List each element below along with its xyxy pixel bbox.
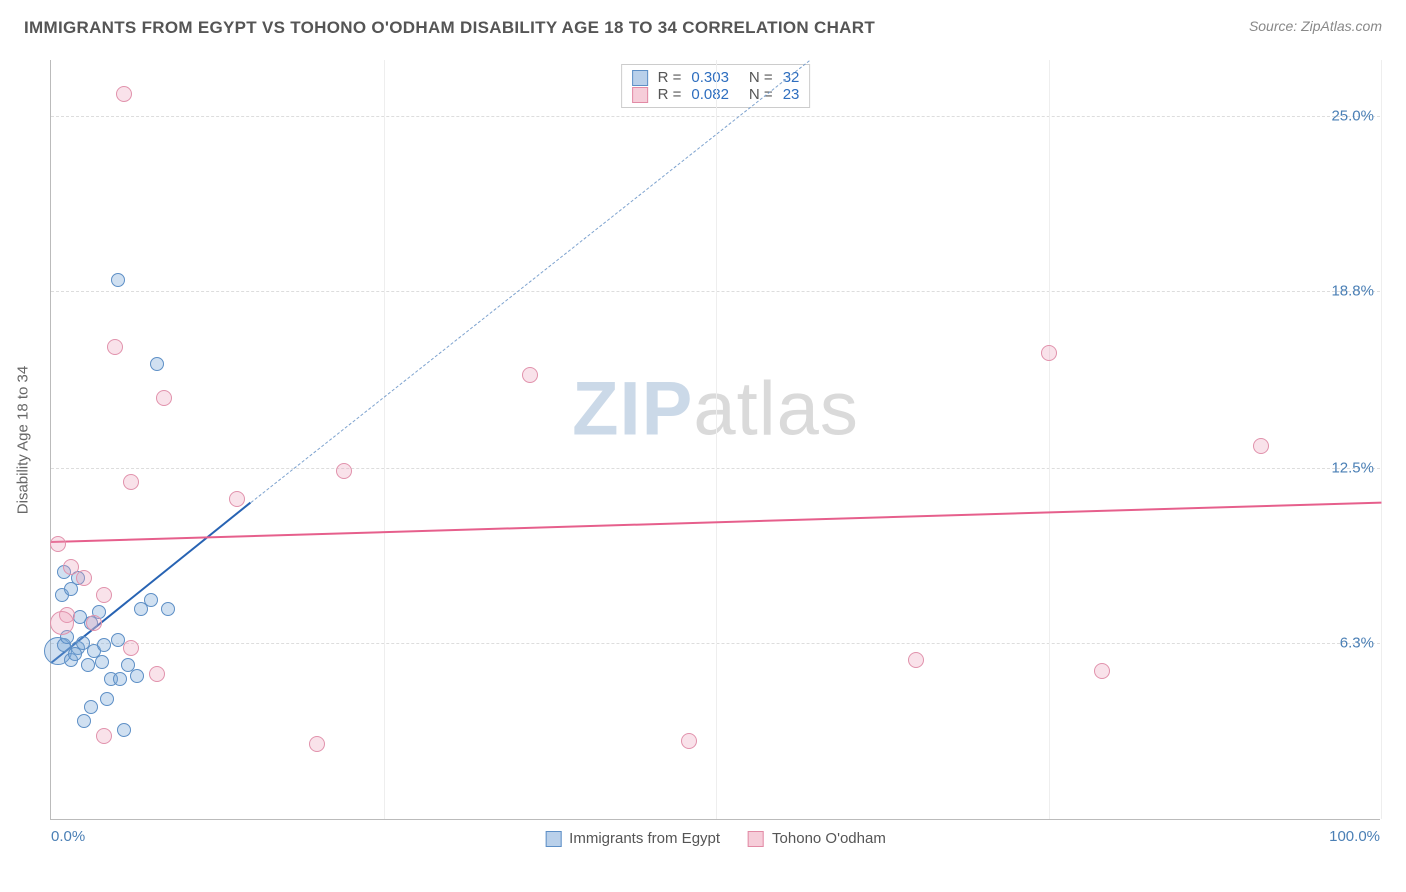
legend-item-egypt: Immigrants from Egypt [545,830,720,847]
series-legend: Immigrants from Egypt Tohono O'odham [545,830,886,847]
stat-n-label: N = [749,69,773,86]
legend-swatch [748,831,764,847]
source-attribution: Source: ZipAtlas.com [1249,18,1382,34]
scatter-point-egypt [81,658,95,672]
scatter-point-tohono [1253,438,1269,454]
scatter-point-tohono [76,570,92,586]
legend-label: Tohono O'odham [772,830,886,847]
scatter-point-egypt [144,593,158,607]
stat-r-label: R = [658,69,682,86]
scatter-plot: Disability Age 18 to 34 ZIPatlas R =0.30… [50,60,1380,820]
scatter-point-tohono [116,86,132,102]
scatter-point-tohono [1094,663,1110,679]
scatter-point-tohono [156,390,172,406]
scatter-point-tohono [96,587,112,603]
scatter-point-egypt [117,723,131,737]
scatter-point-tohono [309,736,325,752]
gridline-v [1049,60,1050,819]
scatter-point-tohono [63,559,79,575]
stat-n-label: N = [749,86,773,103]
scatter-point-tohono [149,666,165,682]
scatter-point-egypt [111,273,125,287]
scatter-point-egypt [130,669,144,683]
scatter-point-tohono [96,728,112,744]
scatter-point-tohono [123,640,139,656]
scatter-point-egypt [68,647,82,661]
legend-item-tohono: Tohono O'odham [748,830,886,847]
stat-r-value: 0.082 [691,86,729,103]
scatter-point-tohono [50,611,74,635]
scatter-point-egypt [161,602,175,616]
scatter-point-egypt [97,638,111,652]
y-tick-label: 12.5% [1331,460,1374,477]
scatter-point-tohono [123,474,139,490]
x-tick-label: 100.0% [1329,828,1380,845]
scatter-point-tohono [908,652,924,668]
gridline-v [384,60,385,819]
stat-r-value: 0.303 [691,69,729,86]
scatter-point-egypt [150,357,164,371]
scatter-point-egypt [77,714,91,728]
stat-n-value: 23 [783,86,800,103]
watermark-zip: ZIP [572,367,693,452]
scatter-point-egypt [84,700,98,714]
y-tick-label: 25.0% [1331,108,1374,125]
stat-r-label: R = [658,86,682,103]
scatter-point-egypt [95,655,109,669]
y-tick-label: 6.3% [1340,634,1374,651]
x-tick-label: 0.0% [51,828,85,845]
source-prefix: Source: [1249,18,1301,34]
scatter-point-tohono [1041,345,1057,361]
watermark-atlas: atlas [693,367,859,452]
scatter-point-egypt [113,672,127,686]
scatter-point-tohono [107,339,123,355]
legend-swatch [545,831,561,847]
legend-label: Immigrants from Egypt [569,830,720,847]
y-axis-title: Disability Age 18 to 34 [15,365,32,513]
legend-swatch [632,87,648,103]
scatter-point-egypt [100,692,114,706]
scatter-point-tohono [86,615,102,631]
scatter-point-tohono [50,536,66,552]
trend-line [250,60,809,503]
legend-swatch [632,70,648,86]
scatter-point-tohono [522,367,538,383]
gridline-v [1381,60,1382,819]
y-tick-label: 18.8% [1331,282,1374,299]
scatter-point-tohono [681,733,697,749]
chart-title: IMMIGRANTS FROM EGYPT VS TOHONO O'ODHAM … [24,18,875,38]
scatter-point-tohono [229,491,245,507]
gridline-v [716,60,717,819]
source-name: ZipAtlas.com [1301,18,1382,34]
scatter-point-tohono [336,463,352,479]
